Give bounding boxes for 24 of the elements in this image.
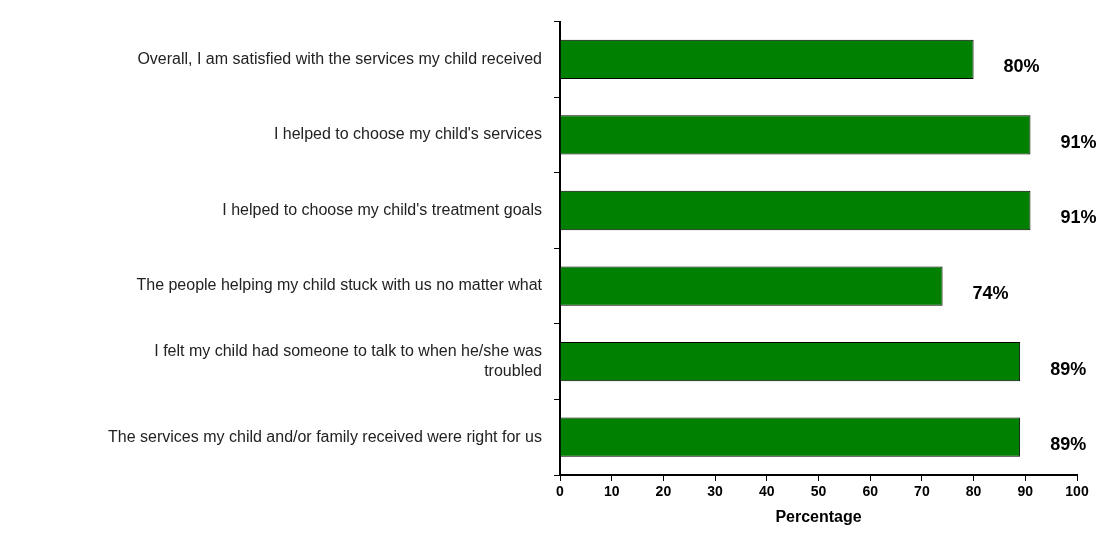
x-tick-label: 80	[965, 483, 982, 500]
y-tick-label: I helped to choose my child's services	[273, 125, 542, 143]
x-tick-label: 0	[556, 483, 565, 500]
x-tick-label: 30	[707, 483, 724, 500]
x-tick-label: 10	[603, 483, 620, 500]
x-tick-label: 60	[862, 483, 879, 500]
y-tick-label: Overall, I am satisfied with the services my child received	[137, 49, 542, 67]
data-label: 74%	[972, 283, 1009, 304]
x-tick-label: 20	[655, 483, 672, 500]
y-tick-label: The people helping my child stuck with us no matter what	[136, 276, 543, 294]
data-label: 91%	[1060, 131, 1097, 152]
x-tick-label: 90	[1017, 483, 1034, 500]
x-axis-title: Percentage	[775, 507, 862, 525]
y-tick-label: I helped to choose my child's treatment goals	[222, 200, 542, 218]
data-label: 89%	[1050, 434, 1087, 455]
y-tick-label: I felt my child had someone to talk to when he/she was troubled	[154, 342, 542, 379]
data-label: 89%	[1050, 358, 1087, 379]
data-label: 91%	[1060, 207, 1097, 228]
x-tick-label: 100	[1065, 483, 1089, 500]
x-tick-label: 40	[759, 483, 775, 500]
x-tick-label: 50	[810, 483, 827, 500]
x-tick-label: 70	[914, 483, 930, 500]
y-tick-label: The services my child and/or family received were right for us	[108, 427, 542, 445]
data-label: 80%	[1003, 56, 1040, 77]
